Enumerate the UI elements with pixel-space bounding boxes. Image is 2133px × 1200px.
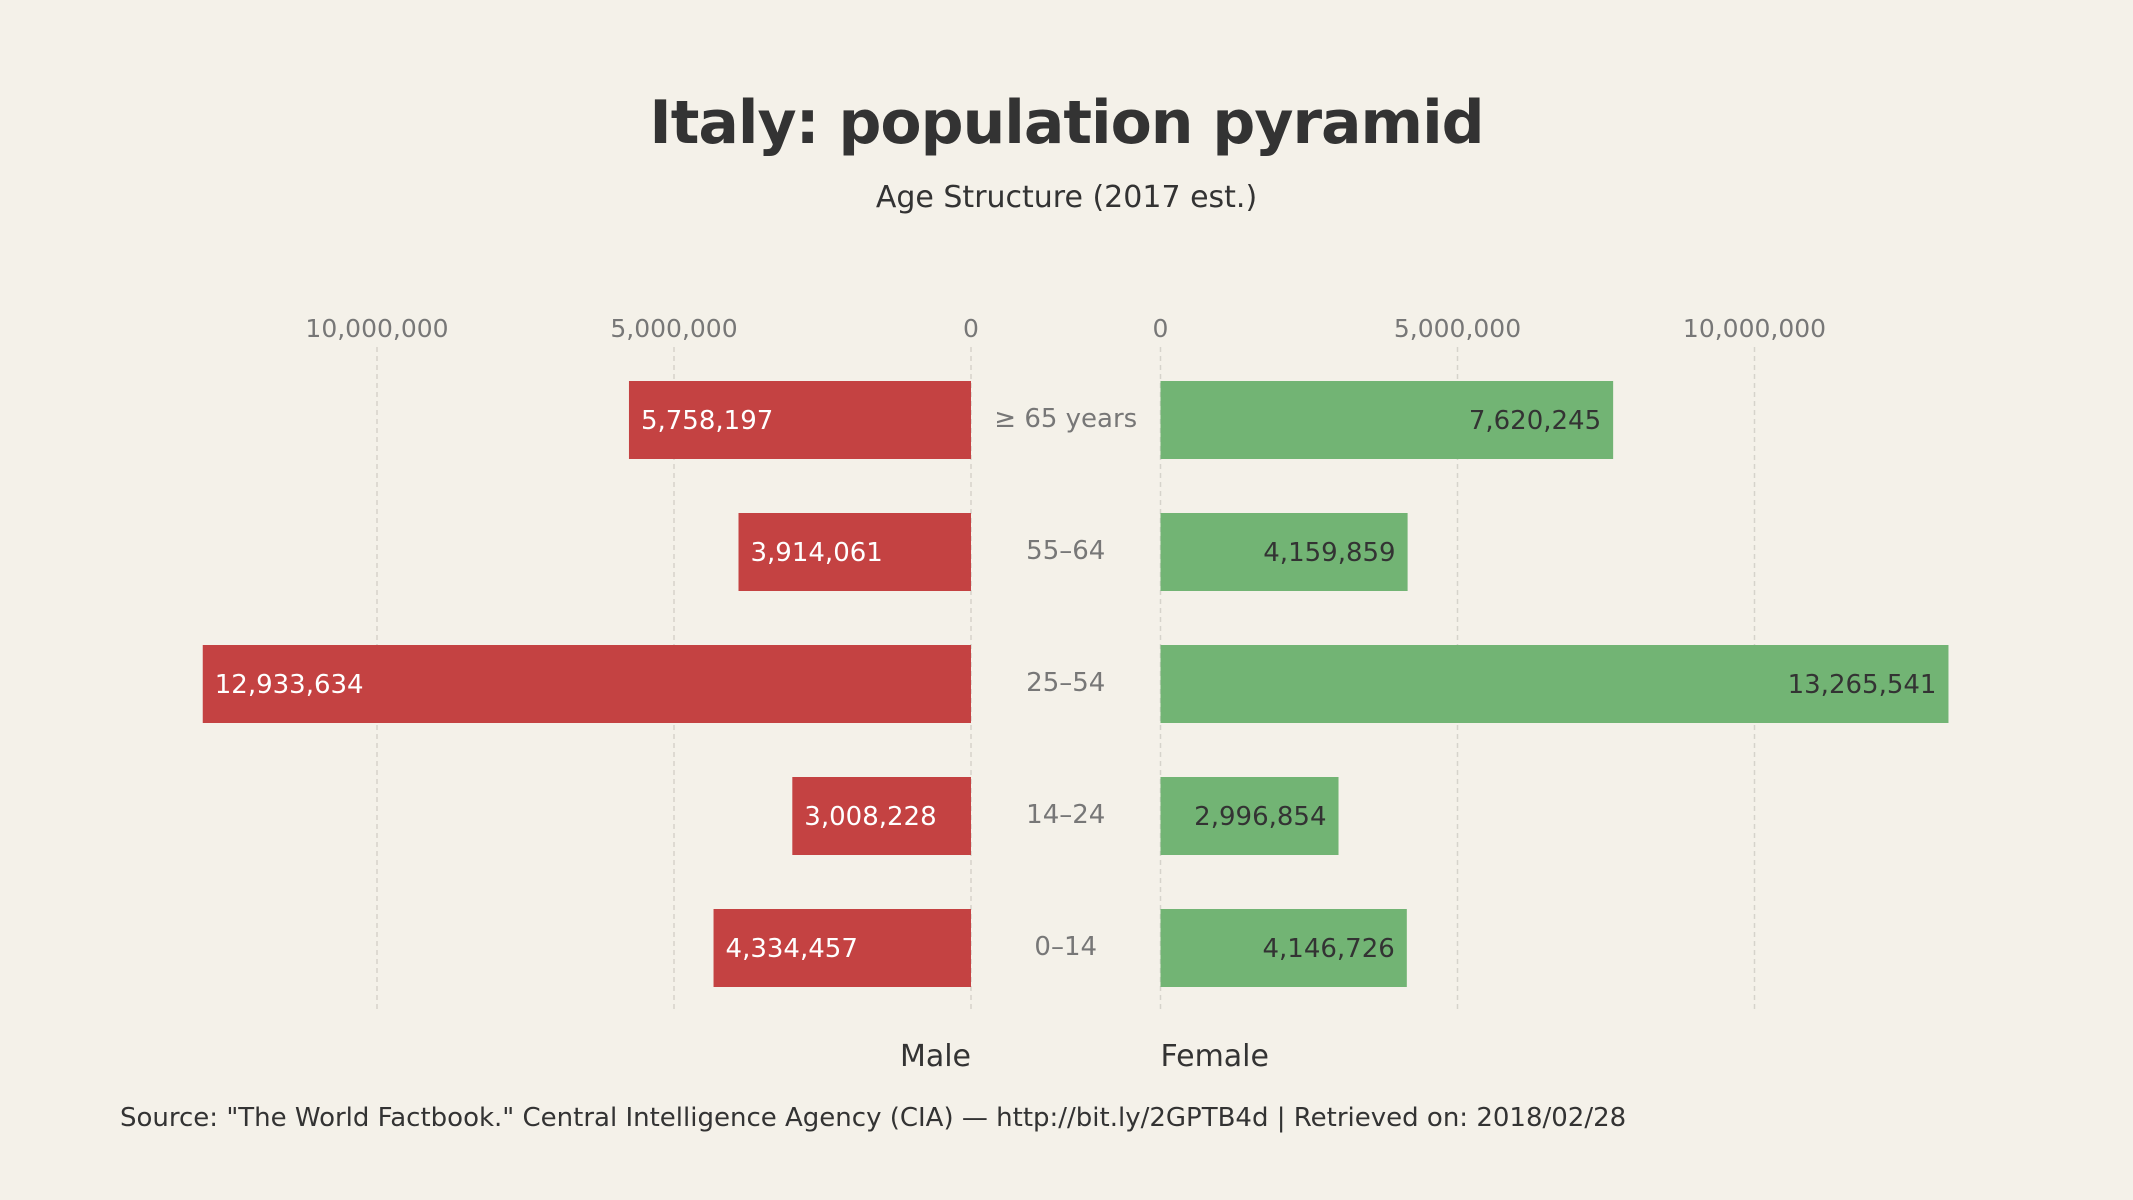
- data-label-female: 4,146,726: [1262, 934, 1394, 964]
- data-label-male: 3,914,061: [751, 538, 883, 568]
- bar-male: [628, 381, 971, 459]
- bar-male: [713, 909, 971, 987]
- bar-female: [1160, 645, 1949, 723]
- legend-female: Female: [1161, 1039, 1269, 1074]
- data-label-male: 12,933,634: [215, 670, 364, 700]
- data-label-female: 7,620,245: [1469, 406, 1601, 436]
- chart-subtitle: Age Structure (2017 est.): [875, 180, 1258, 215]
- source-note: Source: "The World Factbook." Central In…: [120, 1103, 1627, 1133]
- x-tick-label-male: 5,000,000: [610, 314, 737, 343]
- data-label-female: 13,265,541: [1788, 670, 1937, 700]
- x-tick-label-female: 0: [1153, 314, 1169, 343]
- x-tick-label-male: 10,000,000: [305, 314, 448, 343]
- category-label: ≥ 65 years: [994, 404, 1137, 434]
- data-label-female: 2,996,854: [1194, 802, 1326, 832]
- bar-male: [738, 513, 971, 591]
- category-label: 0–14: [1034, 932, 1097, 962]
- data-label-male: 3,008,228: [804, 802, 936, 832]
- bar-female: [1160, 381, 1614, 459]
- x-tick-label-male: 0: [963, 314, 979, 343]
- legend-male: Male: [900, 1039, 971, 1074]
- category-label: 25–54: [1026, 668, 1105, 698]
- bar-male: [792, 777, 971, 855]
- bar-male: [202, 645, 972, 723]
- bar-female: [1160, 513, 1408, 591]
- category-label: 14–24: [1026, 800, 1105, 830]
- category-label: 55–64: [1026, 536, 1105, 566]
- data-label-female: 4,159,859: [1263, 538, 1395, 568]
- bar-female: [1160, 777, 1339, 855]
- chart-title: Italy: population pyramid: [649, 88, 1484, 158]
- x-tick-label-female: 10,000,000: [1683, 314, 1826, 343]
- x-tick-label-female: 5,000,000: [1394, 314, 1521, 343]
- data-label-male: 5,758,197: [641, 406, 773, 436]
- data-label-male: 4,334,457: [726, 934, 858, 964]
- bar-female: [1160, 909, 1407, 987]
